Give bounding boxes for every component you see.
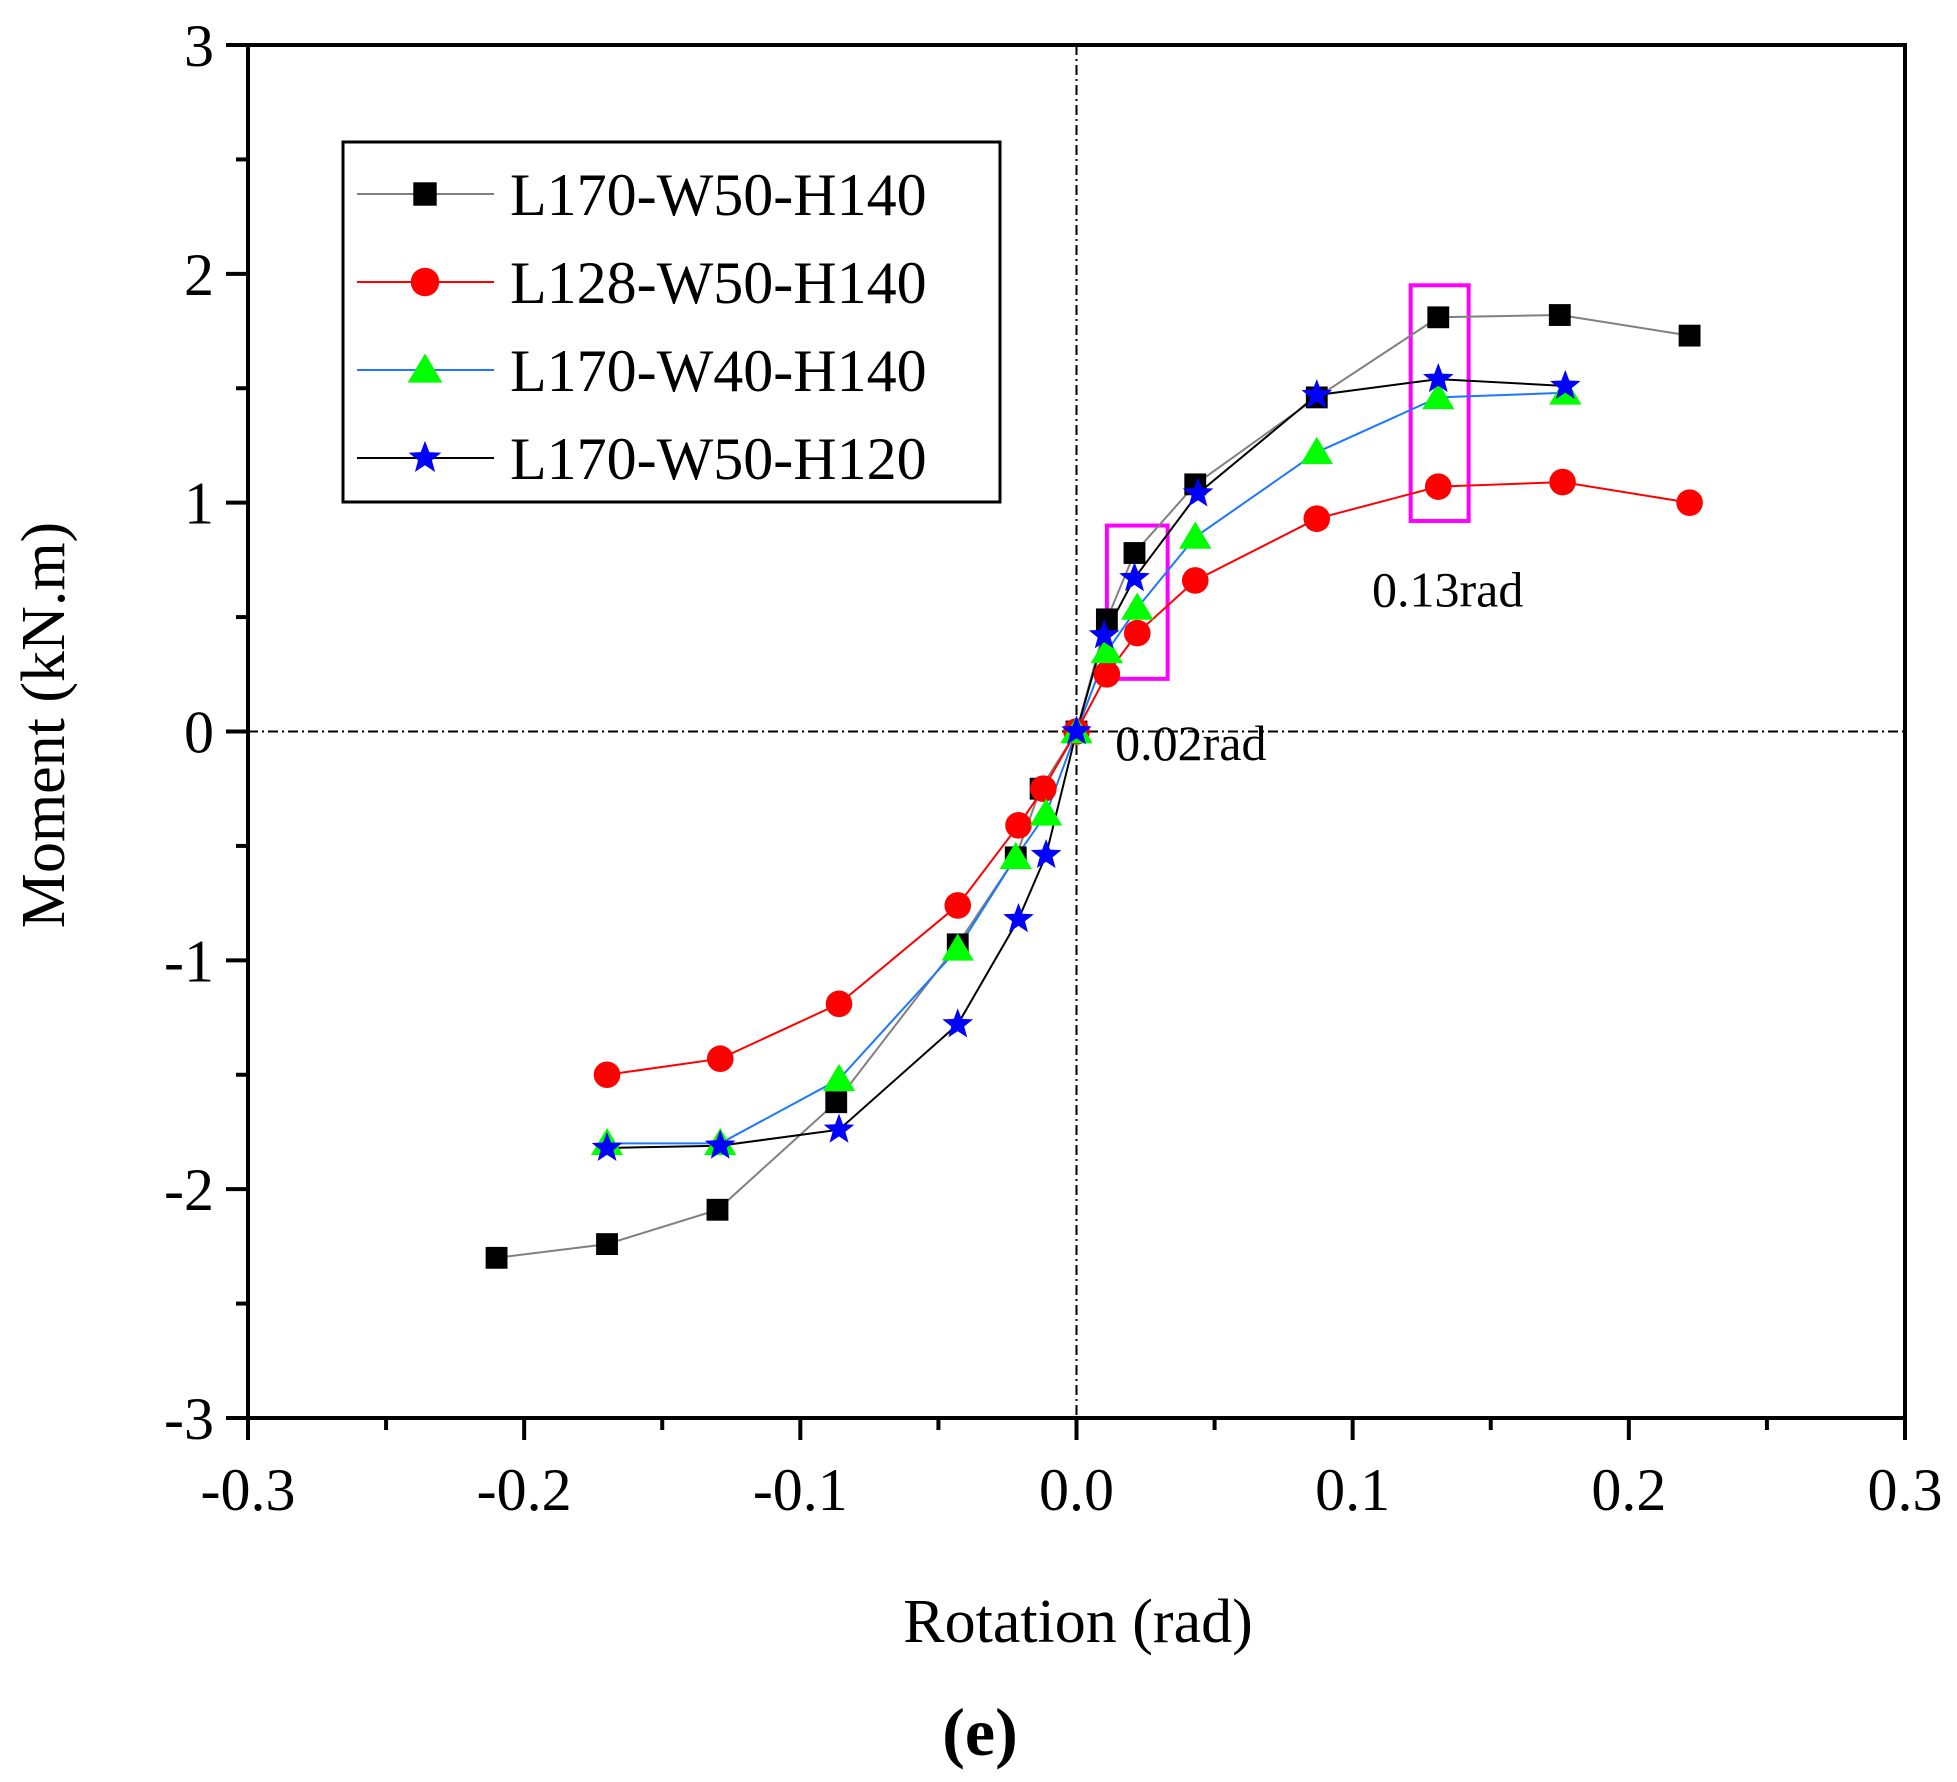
legend-frame (341, 140, 1002, 504)
data-point-L170-W50-H120 (1030, 839, 1062, 869)
data-point-L170-W50-H140 (1548, 304, 1571, 326)
x-axis-title: Rotation (rad) (903, 1588, 1253, 1656)
annotation-labels: 0.02rad 0.13rad (1115, 562, 1523, 771)
data-point-L170-W40-H140 (999, 841, 1032, 870)
data-point-L170-W50-H140 (596, 1233, 618, 1256)
data-point-L128-W50-H140 (1424, 473, 1452, 500)
data-point-L170-W40-H140 (1422, 381, 1455, 410)
x-tick-label: 0.0 (1039, 1457, 1114, 1523)
y-tick-label: -2 (164, 1157, 214, 1223)
data-point-L170-W50-H120 (1301, 379, 1333, 409)
data-point-L170-W50-H120 (591, 1131, 623, 1161)
data-point-L128-W50-H140 (1005, 812, 1032, 839)
legend-marker-square (413, 182, 437, 206)
data-point-L170-W50-H140 (1095, 608, 1118, 631)
data-point-L170-W50-H120 (1423, 363, 1454, 393)
data-point-L170-W40-H140 (941, 933, 974, 961)
data-point-L170-W50-H140 (485, 1246, 508, 1269)
panel-label: (e) (942, 1694, 1017, 1770)
data-point-L170-W50-H120 (704, 1129, 736, 1159)
annotation-boxes (1104, 283, 1471, 681)
legend-label: L170-W40-H140 (510, 338, 927, 404)
annotation-label: 0.13rad (1372, 562, 1523, 618)
data-point-L170-W40-H140 (1179, 521, 1212, 549)
data-point-L128-W50-H140 (1549, 468, 1576, 496)
data-point-L170-W50-H120 (1088, 619, 1120, 649)
data-point-L170-W40-H140 (1029, 798, 1063, 826)
y-tick-label: 2 (184, 242, 214, 308)
annotation-label: 0.02rad (1115, 715, 1266, 771)
data-point-L128-W50-H140 (1303, 505, 1331, 532)
data-point-L128-W50-H140 (825, 990, 853, 1018)
legend-label: L170-W50-H120 (510, 426, 927, 492)
data-point-L128-W50-H140 (944, 892, 972, 919)
y-tick-label: 0 (184, 700, 214, 766)
data-point-L170-W50-H140 (825, 1091, 848, 1114)
data-point-L170-W50-H120 (1119, 562, 1150, 592)
data-point-L170-W50-H120 (1061, 715, 1092, 745)
data-point-L128-W50-H140 (1093, 660, 1121, 688)
series-line-L128-W50-H140 (606, 481, 1690, 1076)
data-point-L170-W40-H140 (822, 1063, 856, 1092)
data-point-L170-W40-H140 (1090, 635, 1124, 664)
y-axis-title: Moment (kN.m) (10, 522, 78, 928)
data-point-L170-W50-H120 (823, 1113, 855, 1143)
data-point-L170-W50-H140 (1123, 542, 1146, 564)
y-tick-label: -1 (164, 928, 214, 994)
data-point-L170-W50-H140 (706, 1198, 729, 1221)
annotation-box (1408, 283, 1471, 523)
legend-marker-triangle (407, 353, 443, 383)
y-tick-labels: -3 -2 -1 0 1 2 3 (164, 13, 214, 1452)
legend-label: L170-W50-H140 (510, 162, 927, 228)
x-tick-label: -0.1 (753, 1457, 848, 1523)
legend-label: L128-W50-H140 (510, 250, 927, 316)
x-tick-label: 0.1 (1315, 1457, 1390, 1523)
data-point-L170-W50-H120 (1003, 903, 1034, 933)
axis-ticks (226, 43, 1907, 1440)
legend: L170-W50-H140 L128-W50-H140 L170-W40-H140 L… (341, 140, 1002, 504)
data-point-L170-W50-H140 (1427, 306, 1450, 329)
y-tick-label: 1 (184, 471, 214, 537)
series-markers (485, 304, 1703, 1269)
y-tick-label: 3 (184, 13, 214, 79)
data-point-L128-W50-H140 (1123, 619, 1151, 647)
x-tick-label: -0.2 (477, 1457, 572, 1523)
data-point-L170-W50-H120 (1550, 369, 1581, 399)
data-point-L170-W50-H120 (1182, 477, 1214, 507)
annotation-box (1104, 523, 1170, 681)
x-tick-label: 0.3 (1868, 1457, 1943, 1523)
x-tick-label: 0.2 (1591, 1457, 1666, 1523)
x-tick-label: -0.3 (201, 1457, 296, 1523)
data-point-L128-W50-H140 (1676, 489, 1703, 516)
data-point-L170-W50-H120 (942, 1008, 974, 1038)
legend-marker-circle (410, 267, 440, 297)
data-point-L170-W40-H140 (1300, 436, 1333, 465)
data-point-L128-W50-H140 (1181, 567, 1209, 594)
data-point-L170-W50-H140 (1678, 324, 1701, 347)
data-point-L128-W50-H140 (706, 1045, 734, 1073)
legend-marker-star (408, 440, 442, 472)
data-point-L128-W50-H140 (593, 1061, 621, 1089)
data-point-L128-W50-H140 (1030, 775, 1057, 803)
x-tick-labels: -0.3 -0.2 -0.1 0.0 0.1 0.2 0.3 (201, 1457, 1943, 1523)
data-point-L170-W40-H140 (1121, 592, 1154, 620)
y-tick-label: -3 (164, 1386, 214, 1452)
